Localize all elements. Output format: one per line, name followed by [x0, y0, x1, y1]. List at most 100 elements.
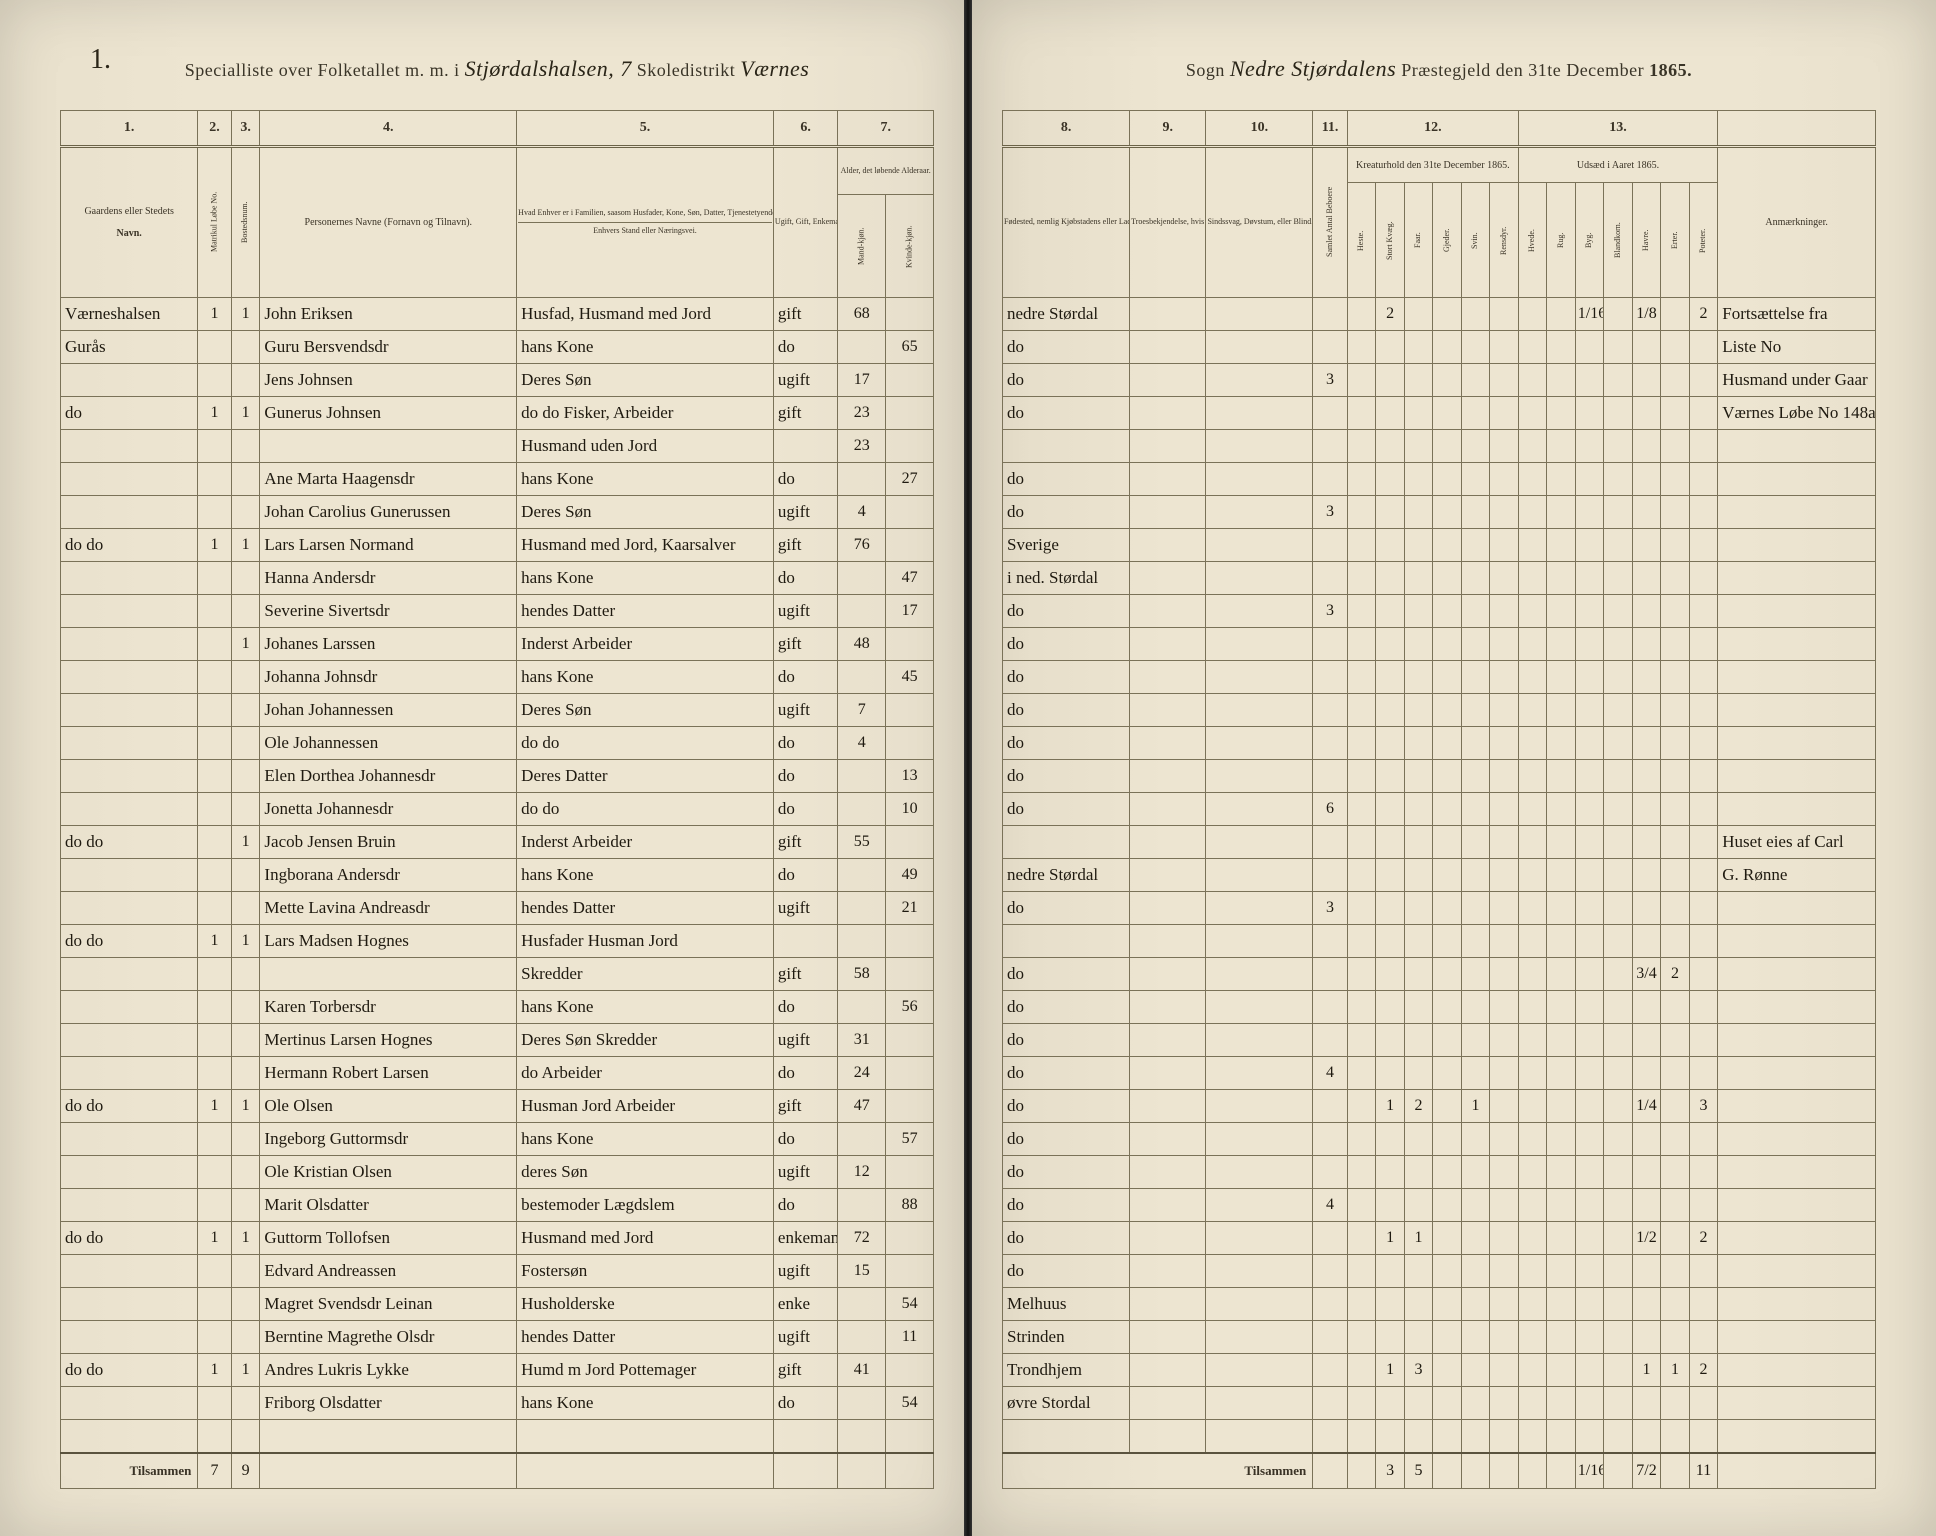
table-cell: 4 [1313, 1057, 1348, 1090]
table-cell: Værnes Løbe No 148a [1718, 397, 1876, 430]
table-cell [1404, 628, 1432, 661]
table-cell [1689, 1288, 1718, 1321]
table-cell [1689, 430, 1718, 463]
table-cell [838, 892, 886, 925]
table-cell [1689, 859, 1718, 892]
tot-anm [1718, 1453, 1876, 1489]
page-number-left: 1. [90, 44, 111, 76]
table-cell [1490, 595, 1519, 628]
table-cell [1718, 727, 1876, 760]
col7a-label: Mand-kjøn. [838, 195, 886, 298]
table-row: do do11Andres Lukris LykkeHumd m Jord Po… [61, 1354, 934, 1387]
table-cell [1718, 793, 1876, 826]
table-cell [1461, 1255, 1489, 1288]
colnum-3: 3. [231, 111, 260, 147]
table-cell [1376, 1123, 1404, 1156]
table-cell [1347, 1123, 1375, 1156]
table-cell [1575, 1123, 1603, 1156]
table-row: 1Johanes LarssenInderst Arbeidergift48 [61, 628, 934, 661]
tot-blank-e [886, 1453, 934, 1489]
table-cell [1130, 991, 1206, 1024]
table-cell: gift [773, 529, 837, 562]
table-cell [1130, 1189, 1206, 1222]
table-cell: do [773, 1189, 837, 1222]
table-cell [1206, 727, 1313, 760]
table-cell [1490, 925, 1519, 958]
table-cell [886, 694, 934, 727]
c12a: Heste. [1347, 183, 1375, 298]
table-cell: do [1003, 364, 1130, 397]
table-cell [1604, 727, 1632, 760]
table-cell: do do [61, 529, 198, 562]
table-cell [1575, 727, 1603, 760]
c12e: Svin. [1461, 183, 1489, 298]
table-cell [1404, 430, 1432, 463]
table-cell [1347, 364, 1375, 397]
table-cell [1313, 760, 1348, 793]
table-cell [886, 1090, 934, 1123]
table-cell [1206, 1255, 1313, 1288]
table-cell: 55 [838, 826, 886, 859]
right-header: Sogn Nedre Stjørdalens Præstegjeld den 3… [1002, 56, 1876, 82]
table-cell [231, 1156, 260, 1189]
table-cell [1433, 1057, 1461, 1090]
table-cell [1313, 1255, 1348, 1288]
table-cell [886, 430, 934, 463]
table-cell: hans Kone [517, 1387, 774, 1420]
table-cell [1404, 991, 1432, 1024]
table-cell [1632, 496, 1660, 529]
table-cell [1461, 331, 1489, 364]
table-cell [1376, 661, 1404, 694]
table-cell [1404, 892, 1432, 925]
table-cell [1347, 1420, 1375, 1454]
table-cell [1661, 1222, 1689, 1255]
table-cell [838, 331, 886, 364]
table-cell [1404, 1189, 1432, 1222]
table-cell [1206, 1090, 1313, 1123]
table-cell [1347, 595, 1375, 628]
table-cell [886, 1255, 934, 1288]
table-cell: Værneshalsen [61, 298, 198, 331]
table-cell: Marit Olsdatter [260, 1189, 517, 1222]
table-cell [1313, 1321, 1348, 1354]
table-cell [1604, 1222, 1632, 1255]
table-cell [198, 430, 231, 463]
table-cell: Ingeborg Guttormsdr [260, 1123, 517, 1156]
table-row: do111/22 [1003, 1222, 1876, 1255]
table-row: do [1003, 694, 1876, 727]
table-cell [61, 430, 198, 463]
table-cell [1313, 463, 1348, 496]
table-cell [1689, 1024, 1718, 1057]
table-cell [1547, 1387, 1575, 1420]
table-cell [1518, 1123, 1546, 1156]
table-cell [1376, 562, 1404, 595]
table-cell [1206, 1321, 1313, 1354]
table-cell [1433, 463, 1461, 496]
table-row: Edvard AndreassenFostersønugift15 [61, 1255, 934, 1288]
table-cell [1689, 1321, 1718, 1354]
table-cell [61, 958, 198, 991]
table-cell [198, 463, 231, 496]
table-cell [1689, 1387, 1718, 1420]
table-row: do3 [1003, 595, 1876, 628]
table-row: Hermann Robert Larsendo Arbeiderdo24 [61, 1057, 934, 1090]
table-cell [1404, 397, 1432, 430]
table-cell [1404, 661, 1432, 694]
table-cell [1313, 1123, 1348, 1156]
table-cell [1130, 694, 1206, 727]
table-cell [1461, 991, 1489, 1024]
table-cell [1604, 595, 1632, 628]
table-cell [838, 1189, 886, 1222]
table-cell [1575, 661, 1603, 694]
table-cell [1206, 1123, 1313, 1156]
table-cell [1206, 628, 1313, 661]
table-cell [1632, 529, 1660, 562]
table-cell [1433, 628, 1461, 661]
table-cell: Johanes Larssen [260, 628, 517, 661]
colnum-4: 4. [260, 111, 517, 147]
table-cell [260, 1420, 517, 1454]
table-cell [61, 1321, 198, 1354]
table-cell [1661, 1321, 1689, 1354]
table-cell [1404, 727, 1432, 760]
table-cell [1518, 859, 1546, 892]
